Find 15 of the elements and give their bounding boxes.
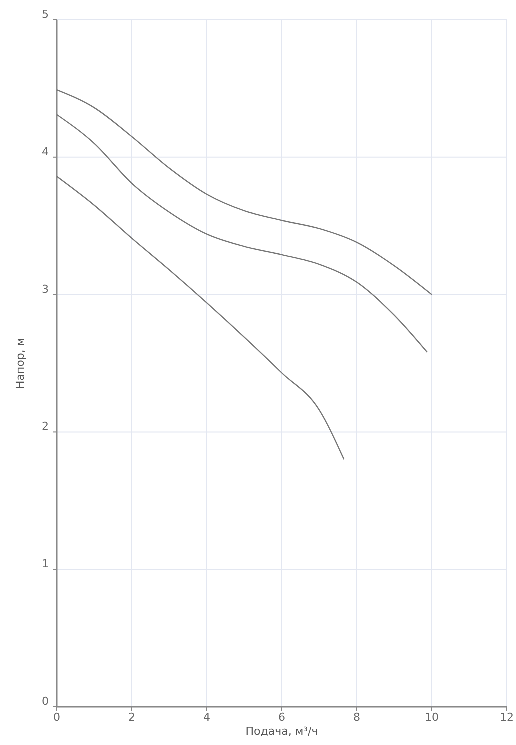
x-tick-label: 6	[278, 711, 286, 724]
x-tick-label: 12	[500, 711, 514, 724]
y-tick-label: 5	[42, 8, 49, 21]
x-tick-label: 0	[54, 711, 60, 724]
y-tick-label: 2	[42, 420, 49, 434]
x-axis-title: Подача, м³/ч	[246, 725, 318, 738]
y-tick-label: 4	[42, 145, 49, 158]
y-tick-label: 1	[42, 558, 49, 571]
x-tick-label: 2	[128, 711, 136, 724]
x-tick-label: 8	[354, 711, 360, 724]
x-tick-label: 10	[425, 711, 439, 724]
x-tick-label: 4	[204, 711, 210, 724]
y-tick-label: 0	[42, 695, 49, 708]
y-tick-label: 3	[42, 282, 49, 296]
y-axis-title: Напор, м	[14, 338, 27, 390]
